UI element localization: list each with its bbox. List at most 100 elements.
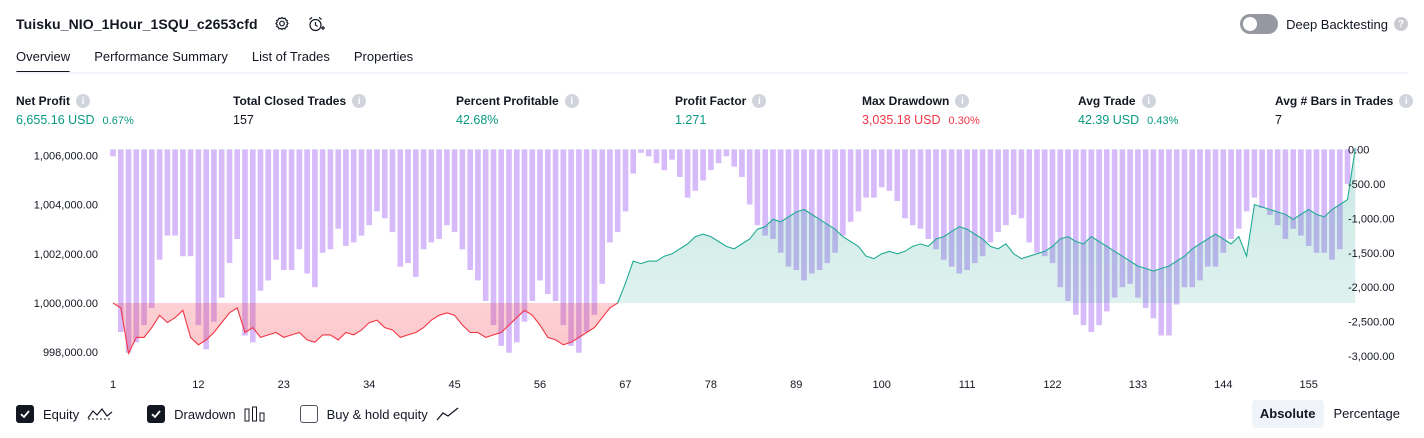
drawdown-bar — [607, 149, 613, 243]
absolute-button[interactable]: Absolute — [1251, 400, 1324, 428]
legend-buy-hold[interactable]: Buy & hold equity — [299, 405, 460, 423]
drawdown-bar — [296, 149, 303, 250]
drawdown-bar — [156, 149, 163, 260]
drawdown-bar — [979, 149, 986, 257]
tab-overview[interactable]: Overview — [16, 44, 71, 74]
add-alert-icon[interactable] — [306, 14, 326, 34]
drawdown-bar — [723, 149, 730, 157]
drawdown-bar — [1173, 149, 1180, 305]
chart-legend: Equity Drawdown Buy & hold equity — [16, 402, 494, 426]
drawdown-bar — [467, 149, 473, 270]
drawdown-bar — [669, 149, 675, 160]
right-axis-tick-label: -500.00 — [1348, 179, 1385, 191]
left-axis-tick-label: 998,000.00 — [43, 347, 98, 359]
right-axis-tick-label: -3,000.00 — [1348, 351, 1394, 363]
x-axis-tick-label: 78 — [705, 379, 717, 391]
drawdown-bar — [1205, 149, 1211, 267]
drawdown-bar — [591, 149, 598, 315]
left-axis-tick-label: 1,006,000.00 — [34, 150, 98, 162]
percentage-button[interactable]: Percentage — [1333, 406, 1401, 421]
x-axis-tick-label: 111 — [959, 379, 976, 391]
drawdown-bar — [809, 149, 815, 274]
drawdown-bar — [894, 149, 900, 202]
drawdown-bar — [1065, 149, 1071, 301]
drawdown-bar — [242, 149, 248, 336]
left-axis-tick-label: 1,004,000.00 — [34, 200, 98, 212]
metric-total-closed-trades: Total Closed Trades i 157 — [233, 92, 367, 127]
legend-equity[interactable]: Equity — [16, 405, 113, 423]
drawdown-bar — [1337, 149, 1343, 250]
drawdown-bar — [1329, 149, 1335, 260]
info-icon[interactable]: i — [352, 94, 367, 108]
drawdown-bar — [529, 149, 536, 301]
drawdown-bar — [708, 149, 714, 171]
drawdown-bar — [677, 149, 683, 177]
x-axis-tick-label: 23 — [278, 379, 290, 391]
drawdown-bar — [250, 149, 256, 343]
drawdown-bar — [614, 149, 621, 233]
tab-list-of-trades[interactable]: List of Trades — [251, 49, 330, 64]
drawdown-bar — [172, 149, 178, 236]
info-icon[interactable]: i — [955, 94, 970, 108]
metric-avg-bars: Avg # Bars in Trades i 7 — [1275, 92, 1414, 127]
drawdown-bar — [327, 149, 334, 250]
legend-drawdown[interactable]: Drawdown — [147, 405, 265, 423]
drawdown-bar — [777, 149, 784, 253]
drawdown-bar — [537, 149, 543, 281]
metric-label: Avg # Bars in Trades — [1275, 94, 1394, 108]
drawdown-bar — [133, 149, 140, 343]
tab-properties[interactable]: Properties — [353, 49, 414, 64]
info-icon[interactable]: i — [1399, 94, 1414, 108]
drawdown-bar — [933, 149, 939, 250]
tab-performance-summary[interactable]: Performance Summary — [94, 49, 228, 64]
right-axis-tick-label: 0.00 — [1348, 144, 1369, 156]
drawdown-bar — [1158, 149, 1164, 336]
help-icon[interactable]: ? — [1394, 17, 1408, 31]
deep-backtesting: Deep Backtesting ? — [1240, 12, 1408, 36]
info-icon[interactable]: i — [1141, 94, 1156, 108]
drawdown-bar — [459, 149, 466, 250]
equity-checkbox[interactable] — [16, 405, 34, 423]
drawdown-bar — [785, 149, 792, 267]
drawdown-bar — [1104, 149, 1110, 312]
drawdown-bar — [521, 149, 528, 322]
metric-label: Net Profit — [16, 94, 70, 108]
buy-hold-checkbox[interactable] — [299, 405, 318, 423]
drawdown-bar — [265, 149, 272, 281]
drawdown-bar — [475, 149, 481, 281]
drawdown-bar — [110, 149, 116, 157]
deep-backtesting-label: Deep Backtesting — [1286, 16, 1388, 32]
drawdown-bar — [257, 149, 264, 291]
x-axis-tick-label: 1 — [110, 379, 116, 391]
deep-backtesting-toggle[interactable] — [1240, 14, 1279, 34]
drawdown-bar — [304, 149, 310, 274]
drawdown-bar — [436, 149, 442, 239]
metric-label: Profit Factor — [675, 94, 747, 108]
info-icon[interactable]: i — [752, 94, 767, 108]
drawdown-checkbox[interactable] — [147, 405, 166, 423]
scale-mode: Absolute Percentage — [1250, 400, 1408, 428]
drawdown-bar — [1003, 149, 1009, 226]
right-axis-tick-label: -2,500.00 — [1348, 317, 1394, 329]
drawdown-bar — [645, 149, 652, 157]
drawdown-bar — [661, 149, 668, 171]
metric-value: 6,655.16 USD — [16, 113, 95, 127]
drawdown-bar — [141, 149, 147, 326]
drawdown-bar — [941, 149, 947, 260]
drawdown-bar — [382, 149, 388, 219]
drawdown-bar — [1041, 149, 1048, 257]
drawdown-bar — [405, 149, 411, 264]
info-icon[interactable]: i — [76, 94, 90, 108]
metric-profit-factor: Profit Factor i 1.271 — [675, 92, 767, 127]
metric-value: 42.39 USD — [1078, 113, 1140, 127]
equity-line-loss — [112, 302, 619, 356]
metric-label: Percent Profitable — [456, 94, 559, 108]
info-icon[interactable]: i — [564, 94, 579, 108]
drawdown-bar — [824, 149, 831, 264]
settings-icon[interactable] — [272, 14, 292, 34]
equity-chart[interactable]: 998,000.00 1,000,000.00 1,002,000.00 1,004,… — [0, 140, 1424, 398]
right-axis-tick-label: -1,500.00 — [1348, 248, 1394, 260]
drawdown-bars-icon — [244, 406, 266, 422]
drawdown-bar — [754, 149, 761, 226]
drawdown-bar — [700, 149, 706, 181]
